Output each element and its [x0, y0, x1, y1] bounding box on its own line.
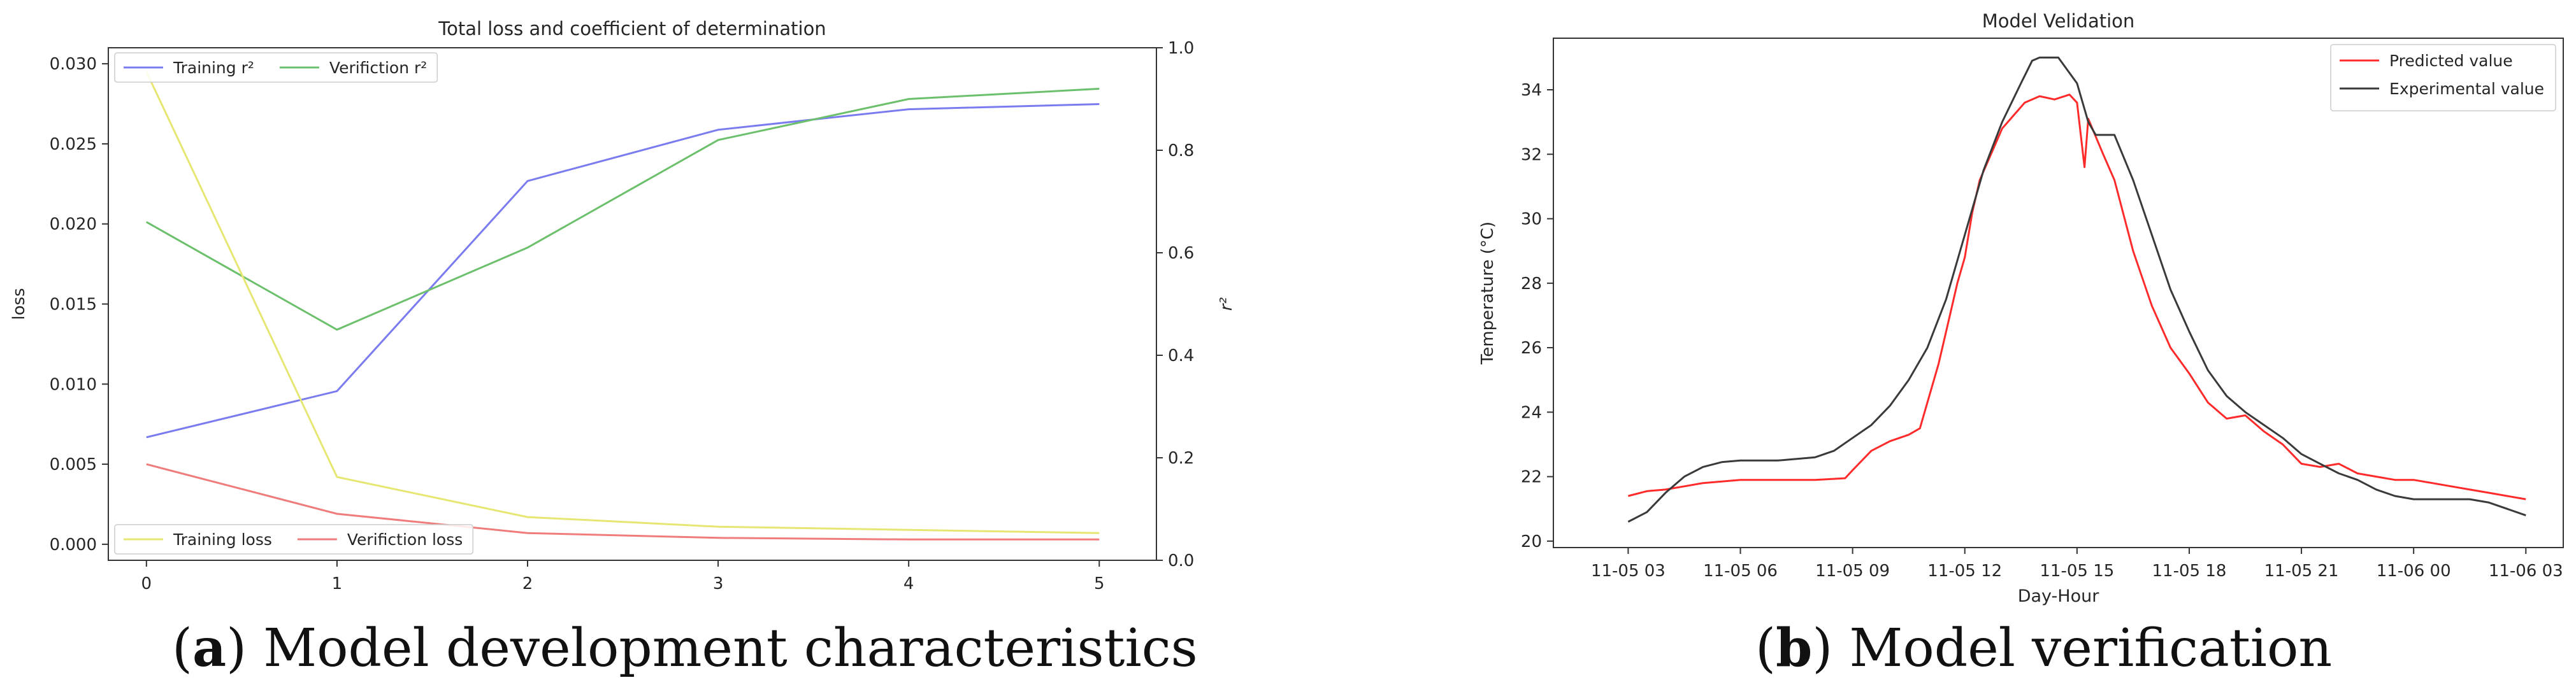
- x-tick-label: 11-06 00: [2377, 562, 2451, 581]
- legend-box: [114, 524, 474, 555]
- x-tick-label: 11-05 18: [2152, 562, 2227, 581]
- x-tick-label: 11-06 03: [2489, 562, 2563, 581]
- right-y-tick-label: 0.2: [1168, 449, 1194, 468]
- legend-label: Training r²: [173, 59, 254, 77]
- x-tick-label: 2: [522, 574, 533, 593]
- legend-top: Training r² Verifiction r²: [114, 52, 438, 83]
- x-tick-label: 11-05 15: [2040, 562, 2114, 581]
- caption-b: (b) Model verification: [1755, 618, 2333, 679]
- legend: Predicted value Experimental value: [2330, 44, 2556, 111]
- y-tick-label: 30: [1521, 210, 1542, 229]
- x-tick-label: 11-05 21: [2264, 562, 2339, 581]
- y-tick-label: 0.020: [50, 215, 97, 234]
- y-tick-label: 0.030: [50, 55, 97, 74]
- legend-label: Verifiction r²: [329, 59, 427, 77]
- y-tick-label: 0.010: [50, 375, 97, 394]
- y-tick-label: 28: [1521, 274, 1542, 294]
- plot-frame: [1553, 38, 2564, 548]
- x-tick-label: 11-05 09: [1815, 562, 1890, 581]
- y-tick-label: 24: [1521, 403, 1542, 422]
- right-y-tick-label: 1.0: [1168, 39, 1194, 58]
- y-tick-label: 0.005: [50, 455, 97, 474]
- legend-label: Training loss: [173, 530, 272, 549]
- x-tick-label: 3: [713, 574, 724, 593]
- y-tick-label: 26: [1521, 339, 1542, 358]
- x-tick-label: 11-05 06: [1703, 562, 1778, 581]
- right-y-axis-label: r²: [1217, 297, 1236, 311]
- x-tick-label: 0: [141, 574, 152, 593]
- series-line: [146, 87, 1100, 331]
- loss-r2-chart: Total loss and coefficient of determinat…: [10, 18, 1236, 593]
- series-line: [145, 71, 1100, 534]
- right-y-tick-label: 0.4: [1168, 346, 1194, 365]
- right-y-tick-label: 0.6: [1168, 244, 1194, 263]
- model-validation-chart: Model Velidation 11-05 03 11-05 06 11-05 0…: [1478, 10, 2564, 606]
- caption-a-text: Model development characteristics: [263, 618, 1198, 679]
- series-line: [1627, 56, 2526, 523]
- x-tick-label: 1: [332, 574, 343, 593]
- series-line: [146, 103, 1100, 439]
- series-line: [146, 463, 1100, 541]
- caption-b-letter: b: [1776, 618, 1813, 679]
- legend-bottom: Training loss Verifiction loss: [114, 524, 474, 555]
- x-tick-label: 11-05 12: [1927, 562, 2002, 581]
- y-tick-label: 0.000: [50, 535, 97, 555]
- x-tick-label: 5: [1094, 574, 1105, 593]
- y-tick-label: 0.025: [50, 135, 97, 154]
- x-tick-label: 4: [903, 574, 914, 593]
- y-tick-label: 34: [1521, 81, 1542, 100]
- y-tick-label: 32: [1521, 145, 1542, 164]
- legend-label: Verifiction loss: [347, 530, 463, 549]
- y-axis-label: Temperature (°C): [1478, 222, 1497, 365]
- caption-a-letter: a: [192, 618, 227, 679]
- y-axis-label: loss: [10, 288, 29, 320]
- x-axis-label: Day-Hour: [2018, 586, 2100, 606]
- y-tick-label: 22: [1521, 468, 1542, 487]
- series-line: [1628, 94, 2526, 500]
- legend-box: [114, 52, 438, 83]
- x-tick-label: 11-05 03: [1591, 562, 1666, 581]
- y-tick-label: 0.015: [50, 295, 97, 315]
- y-tick-label: 20: [1521, 532, 1542, 551]
- right-y-tick-label: 0.8: [1168, 141, 1194, 160]
- right-y-tick-label: 0.0: [1168, 551, 1194, 570]
- chart-title: Model Velidation: [1982, 10, 2135, 32]
- plot-frame: [108, 47, 1157, 561]
- legend-label: Experimental value: [2389, 80, 2544, 98]
- caption-a: (a) Model development characteristics: [172, 618, 1198, 679]
- legend-label: Predicted value: [2389, 52, 2513, 70]
- caption-b-text: Model verification: [1849, 618, 2333, 679]
- legend-box: [2330, 44, 2556, 111]
- chart-title: Total loss and coefficient of determinat…: [438, 18, 826, 39]
